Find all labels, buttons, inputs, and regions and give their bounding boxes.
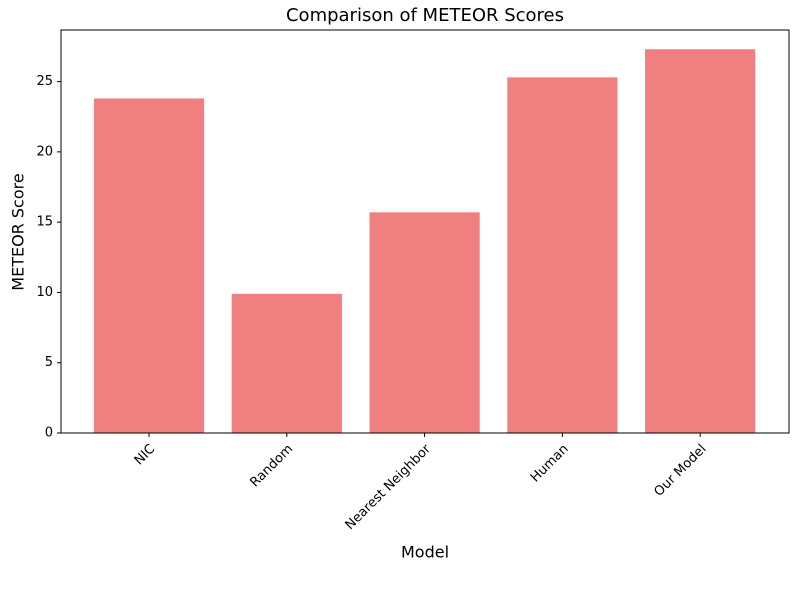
- plot-frame: [60, 29, 790, 434]
- y-tick-label: 25: [36, 74, 53, 89]
- y-tick-label: 10: [36, 285, 53, 300]
- bar: [369, 212, 480, 433]
- x-tick-label: Our Model: [652, 442, 710, 500]
- bar: [645, 49, 756, 433]
- x-tick-label: NIC: [132, 442, 159, 469]
- x-tick-label: Nearest Neighbor: [343, 441, 435, 533]
- bar: [93, 98, 205, 434]
- x-tick-label: Human: [528, 442, 572, 486]
- bar: [231, 293, 342, 433]
- bar: [507, 77, 618, 433]
- y-tick-label: 0: [45, 426, 53, 441]
- x-tick-label: Random: [247, 442, 296, 491]
- x-axis-label: Model: [401, 543, 449, 562]
- y-tick-label: 5: [45, 355, 53, 370]
- y-axis-label: METEOR Score: [9, 173, 28, 290]
- y-tick-label: 20: [36, 144, 53, 159]
- chart-title: Comparison of METEOR Scores: [286, 5, 564, 26]
- y-tick-label: 15: [36, 215, 53, 230]
